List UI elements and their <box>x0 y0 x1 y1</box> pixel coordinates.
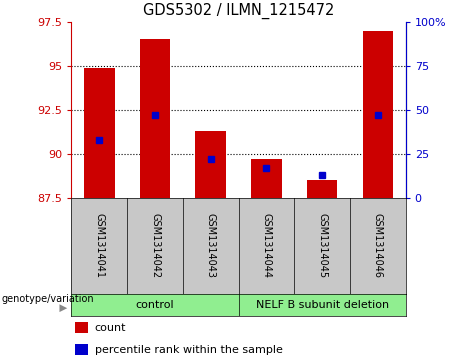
Text: control: control <box>136 300 174 310</box>
Text: GSM1314045: GSM1314045 <box>317 213 327 278</box>
Bar <box>140 39 170 198</box>
Text: GSM1314046: GSM1314046 <box>373 213 383 278</box>
Text: GSM1314043: GSM1314043 <box>206 213 216 278</box>
Text: GSM1314044: GSM1314044 <box>261 213 272 278</box>
Text: GSM1314042: GSM1314042 <box>150 213 160 278</box>
Bar <box>75 344 88 355</box>
Text: count: count <box>95 323 126 333</box>
Bar <box>195 131 226 198</box>
Text: percentile rank within the sample: percentile rank within the sample <box>95 345 283 355</box>
Text: NELF B subunit deletion: NELF B subunit deletion <box>255 300 389 310</box>
Bar <box>307 180 337 198</box>
Title: GDS5302 / ILMN_1215472: GDS5302 / ILMN_1215472 <box>143 3 334 19</box>
Text: genotype/variation: genotype/variation <box>1 294 94 305</box>
Bar <box>75 322 88 333</box>
Text: GSM1314041: GSM1314041 <box>95 213 104 278</box>
Bar <box>362 30 393 198</box>
Bar <box>84 68 115 198</box>
Bar <box>251 159 282 198</box>
